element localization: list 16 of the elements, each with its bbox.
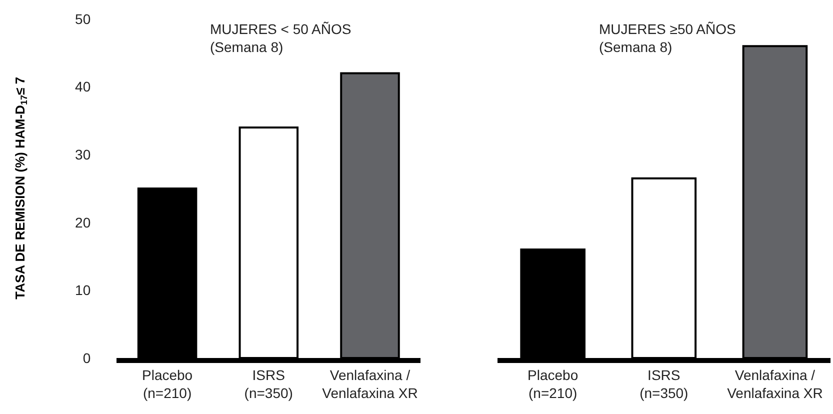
y-tick-label: 0 [82, 350, 91, 366]
y-tick-label: 40 [75, 78, 91, 95]
x-tick-label: ISRS (n=350) [640, 366, 688, 401]
text: (Semana 8) [599, 39, 672, 56]
chart-title: MUJERES ≥50 AÑOS [599, 21, 736, 37]
y-tick-label: 20 [75, 214, 91, 230]
x-tick-label: ISRS (n=350) [244, 366, 293, 401]
x-tick-label: Placebo (n=210) [528, 366, 578, 401]
x-tick-label: Venlafaxina / Venlafaxina XR [322, 366, 418, 401]
y-tick-label: 50 [75, 10, 91, 27]
text: (Semana 8) [210, 39, 284, 56]
chart-title: MUJERES < 50 AÑOS [210, 21, 352, 37]
y-tick-label: 30 [75, 146, 91, 162]
x-tick-label: Placebo (n=210) [142, 366, 193, 401]
x-tick-label: Venlafaxina / Venlafaxina XR [727, 366, 823, 401]
y-tick-label: 10 [75, 282, 91, 298]
